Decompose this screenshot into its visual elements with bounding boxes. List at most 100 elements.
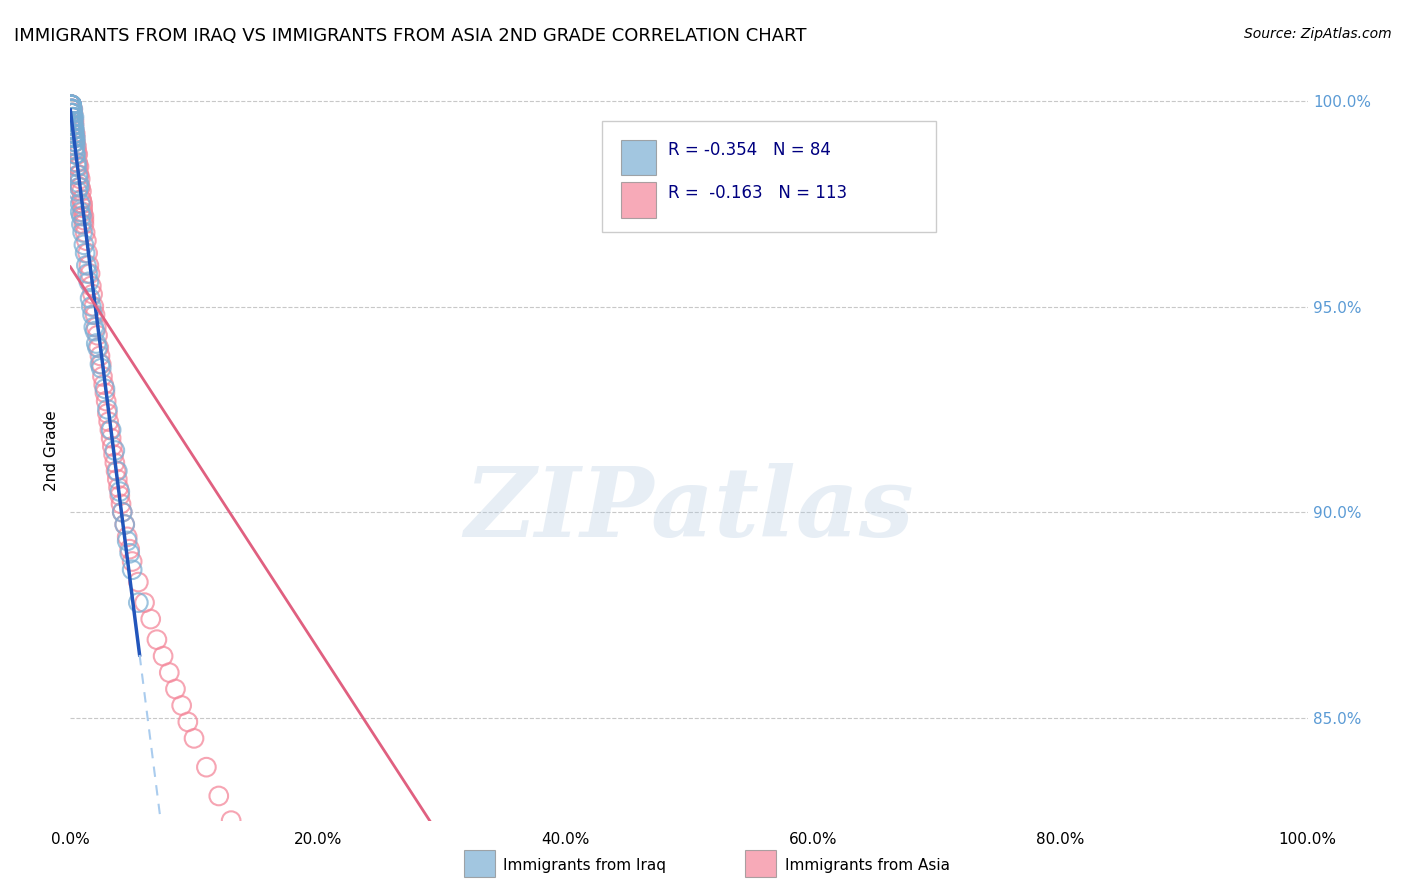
Point (62, 114, 84, 128)
Point (67, 176, 90, 190)
Point (84, 324, 107, 338)
Point (62, 106, 84, 120)
Point (245, 855, 267, 869)
Point (104, 456, 127, 470)
Point (63, 131, 86, 145)
Point (65, 131, 87, 145)
Point (62, 119, 84, 133)
Point (232, 834, 254, 848)
Point (62, 102, 84, 116)
Point (62, 106, 84, 120)
Point (65, 135, 87, 149)
Point (139, 612, 162, 626)
Point (105, 464, 128, 478)
Point (79, 291, 101, 305)
Point (63, 119, 86, 133)
Point (177, 714, 200, 729)
Point (62, 106, 84, 120)
Point (73, 209, 96, 223)
Point (63, 135, 86, 149)
Point (183, 731, 205, 746)
Point (90, 357, 112, 371)
Point (62, 102, 84, 116)
Point (94, 382, 117, 396)
Point (118, 542, 141, 557)
Point (67, 168, 90, 182)
Point (69, 205, 91, 219)
Point (60, 98, 83, 112)
Point (84, 308, 107, 322)
Point (63, 119, 86, 133)
Point (77, 275, 100, 289)
Point (69, 180, 91, 194)
Point (111, 505, 134, 519)
Point (152, 649, 174, 664)
Point (69, 180, 91, 194)
Point (165, 681, 187, 696)
Point (65, 143, 87, 157)
Point (94, 385, 117, 400)
Point (114, 517, 136, 532)
Point (67, 168, 90, 182)
Point (134, 596, 156, 610)
Point (75, 259, 97, 273)
Point (69, 172, 91, 186)
Point (62, 110, 84, 124)
Point (62, 114, 84, 128)
Point (60, 98, 83, 112)
Point (63, 122, 86, 136)
Point (63, 127, 86, 141)
Point (60, 98, 83, 112)
Text: ZIPatlas: ZIPatlas (464, 463, 914, 557)
Point (79, 267, 101, 281)
Point (62, 119, 84, 133)
Point (62, 131, 84, 145)
Point (65, 139, 87, 153)
Point (90, 361, 112, 376)
Point (72, 201, 94, 215)
Point (114, 517, 136, 532)
Point (101, 439, 124, 453)
Text: Immigrants from Iraq: Immigrants from Iraq (503, 858, 666, 872)
Point (84, 320, 107, 334)
Point (62, 114, 84, 128)
Text: R = -0.354   N = 84: R = -0.354 N = 84 (668, 141, 831, 159)
Point (96, 407, 118, 421)
Point (60, 102, 83, 116)
Point (60, 98, 83, 112)
Point (67, 160, 90, 174)
Point (70, 193, 93, 207)
Point (66, 160, 89, 174)
Point (70, 185, 93, 199)
Point (69, 196, 91, 211)
Point (115, 530, 138, 544)
Point (72, 196, 94, 211)
Point (96, 402, 118, 417)
Point (62, 119, 84, 133)
Point (73, 237, 96, 252)
Point (62, 114, 84, 128)
Point (63, 122, 86, 136)
Point (73, 213, 96, 227)
Point (219, 814, 242, 828)
Point (60, 106, 83, 120)
Point (80, 300, 103, 314)
Point (65, 147, 87, 161)
Point (75, 234, 97, 248)
Point (60, 98, 83, 112)
Point (60, 98, 83, 112)
Point (89, 349, 111, 363)
Point (121, 563, 143, 577)
Point (118, 546, 141, 560)
Point (62, 110, 84, 124)
Point (97, 415, 120, 429)
Point (257, 875, 280, 889)
Point (108, 484, 131, 499)
Point (67, 180, 90, 194)
Point (65, 135, 87, 149)
Point (60, 98, 83, 112)
Point (83, 300, 105, 314)
Point (65, 139, 87, 153)
Point (62, 114, 84, 128)
Point (60, 102, 83, 116)
